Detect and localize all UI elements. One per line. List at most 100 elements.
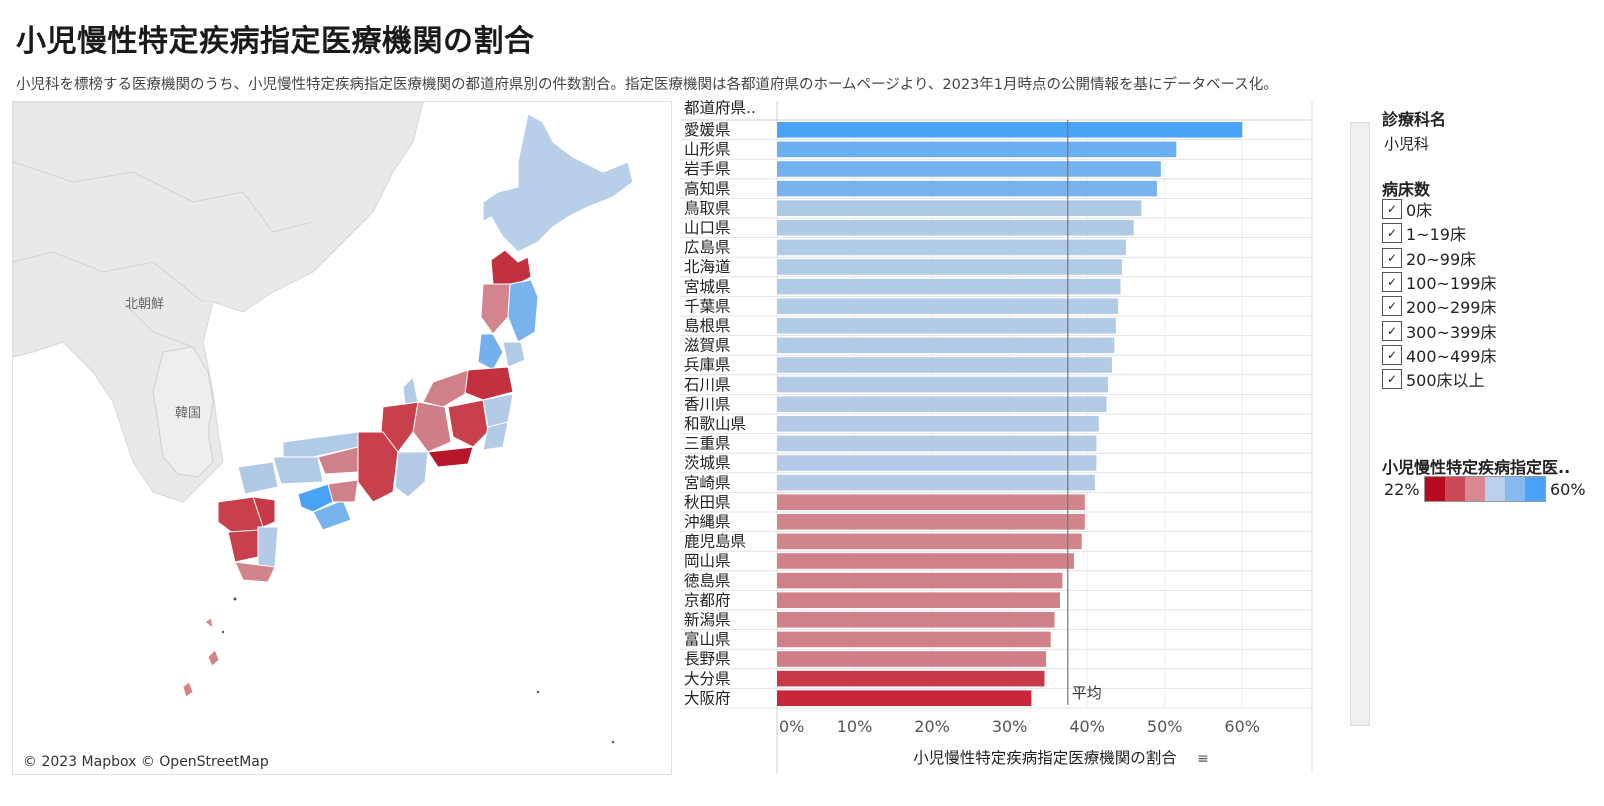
bed-option-row[interactable]: ✓ 200~299床 bbox=[1382, 295, 1497, 317]
bar[interactable] bbox=[777, 161, 1161, 177]
checkbox[interactable]: ✓ bbox=[1382, 320, 1402, 341]
row-label[interactable]: 徳島県 bbox=[684, 572, 731, 590]
region-ibaraki[interactable] bbox=[482, 393, 514, 428]
row-label[interactable]: 大分県 bbox=[684, 670, 731, 688]
bar[interactable] bbox=[777, 337, 1115, 354]
row-label[interactable]: 岡山県 bbox=[684, 552, 731, 570]
region-kochi[interactable] bbox=[312, 499, 352, 531]
row-label[interactable]: 宮城県 bbox=[684, 278, 731, 296]
region-oita[interactable] bbox=[252, 496, 276, 528]
bar[interactable] bbox=[777, 494, 1085, 510]
bar[interactable] bbox=[777, 514, 1085, 530]
region-akita[interactable] bbox=[480, 283, 511, 335]
bar[interactable] bbox=[777, 396, 1107, 412]
region-miyagi[interactable] bbox=[502, 341, 526, 368]
bar[interactable] bbox=[777, 200, 1142, 216]
region-okinawa[interactable] bbox=[182, 617, 220, 698]
row-label[interactable]: 広島県 bbox=[684, 239, 731, 257]
region-chiba[interactable] bbox=[482, 421, 509, 451]
bar[interactable] bbox=[777, 572, 1063, 589]
row-label[interactable]: 山口県 bbox=[684, 219, 731, 237]
row-label[interactable]: 和歌山県 bbox=[684, 415, 746, 433]
row-label[interactable]: 長野県 bbox=[684, 650, 731, 668]
region-yamagata[interactable] bbox=[477, 333, 504, 371]
region-kumamoto[interactable] bbox=[227, 529, 259, 563]
region-hokkaido[interactable] bbox=[482, 113, 634, 253]
bar[interactable] bbox=[777, 553, 1074, 569]
region-niigata[interactable] bbox=[422, 369, 469, 408]
region-shizuoka[interactable] bbox=[427, 446, 474, 468]
row-label[interactable]: 島根県 bbox=[684, 317, 731, 335]
row-label[interactable]: 大阪府 bbox=[684, 689, 731, 707]
row-label[interactable]: 北海道 bbox=[684, 258, 731, 276]
bar[interactable] bbox=[777, 416, 1099, 432]
region-nagano[interactable] bbox=[412, 401, 452, 453]
checkbox[interactable]: ✓ bbox=[1382, 223, 1402, 244]
bed-option-row[interactable]: ✓ 20~99床 bbox=[1382, 247, 1476, 269]
bar[interactable] bbox=[777, 220, 1134, 236]
bar[interactable] bbox=[777, 690, 1032, 706]
row-label[interactable]: 石川県 bbox=[684, 376, 731, 394]
row-label[interactable]: 香川県 bbox=[684, 395, 731, 413]
bar[interactable] bbox=[777, 435, 1097, 452]
bar[interactable] bbox=[777, 592, 1061, 608]
bar[interactable] bbox=[777, 612, 1055, 628]
bar[interactable] bbox=[777, 180, 1157, 197]
bar[interactable] bbox=[777, 239, 1126, 256]
row-label[interactable]: 岩手県 bbox=[684, 160, 731, 178]
row-label[interactable]: 三重県 bbox=[684, 435, 731, 453]
bar[interactable] bbox=[777, 122, 1243, 138]
bar[interactable] bbox=[777, 357, 1112, 373]
bar[interactable] bbox=[777, 298, 1119, 314]
region-miyazaki[interactable] bbox=[257, 526, 279, 568]
chart-scrollbar[interactable] bbox=[1350, 122, 1370, 726]
checkbox[interactable]: ✓ bbox=[1382, 296, 1402, 317]
row-label[interactable]: 茨城県 bbox=[684, 454, 731, 472]
bed-option-row[interactable]: ✓ 0床 bbox=[1382, 198, 1432, 220]
row-label[interactable]: 高知県 bbox=[684, 180, 731, 198]
row-label[interactable]: 新潟県 bbox=[684, 611, 731, 629]
checkbox[interactable]: ✓ bbox=[1382, 247, 1402, 268]
region-mie[interactable] bbox=[394, 451, 429, 498]
region-aomori[interactable] bbox=[490, 249, 532, 285]
region-iwate[interactable] bbox=[507, 279, 539, 343]
row-label[interactable]: 千葉県 bbox=[684, 297, 731, 315]
bed-option-row[interactable]: ✓ 500床以上 bbox=[1382, 368, 1485, 390]
checkbox[interactable]: ✓ bbox=[1382, 271, 1402, 292]
bar[interactable] bbox=[777, 670, 1045, 687]
row-label[interactable]: 滋賀県 bbox=[684, 337, 731, 355]
dept-filter-value[interactable]: 小児科 bbox=[1384, 135, 1430, 153]
bed-option-row[interactable]: ✓ 400~499床 bbox=[1382, 344, 1497, 366]
bar[interactable] bbox=[777, 474, 1095, 491]
bed-option-row[interactable]: ✓ 300~399床 bbox=[1382, 320, 1497, 342]
choropleth-map[interactable]: 北朝鮮 韓国 bbox=[12, 101, 672, 775]
bar[interactable] bbox=[777, 533, 1082, 550]
row-label[interactable]: 山形県 bbox=[684, 141, 731, 159]
bed-option-row[interactable]: ✓ 100~199床 bbox=[1382, 271, 1497, 293]
x-axis-title[interactable]: 小児慢性特定疾病指定医療機関の割合 bbox=[913, 749, 1177, 767]
bar[interactable] bbox=[777, 141, 1177, 158]
region-kagawa-tokushima[interactable] bbox=[327, 479, 359, 503]
bar[interactable] bbox=[777, 376, 1109, 393]
row-label[interactable]: 富山県 bbox=[684, 631, 731, 649]
region-okayama[interactable] bbox=[317, 446, 359, 475]
row-header[interactable]: 都道府県.. bbox=[684, 99, 756, 117]
bar[interactable] bbox=[777, 259, 1123, 275]
row-label[interactable]: 兵庫県 bbox=[684, 356, 731, 374]
region-yamaguchi[interactable] bbox=[237, 461, 279, 495]
region-kagoshima[interactable] bbox=[234, 561, 276, 583]
map-canvas[interactable]: 北朝鮮 韓国 bbox=[13, 102, 671, 774]
bar[interactable] bbox=[777, 278, 1121, 295]
row-label[interactable]: 鹿児島県 bbox=[684, 533, 746, 551]
row-label[interactable]: 沖縄県 bbox=[684, 513, 731, 531]
region-kanto[interactable] bbox=[447, 399, 489, 448]
bar[interactable] bbox=[777, 318, 1116, 334]
checkbox[interactable]: ✓ bbox=[1382, 199, 1402, 219]
checkbox[interactable]: ✓ bbox=[1382, 369, 1402, 390]
bar[interactable] bbox=[777, 631, 1051, 648]
row-label[interactable]: 愛媛県 bbox=[684, 121, 731, 139]
row-label[interactable]: 秋田県 bbox=[684, 493, 731, 511]
region-hiroshima[interactable] bbox=[272, 456, 324, 485]
sort-icon[interactable]: ≡ bbox=[1197, 751, 1209, 767]
checkbox[interactable]: ✓ bbox=[1382, 344, 1402, 365]
